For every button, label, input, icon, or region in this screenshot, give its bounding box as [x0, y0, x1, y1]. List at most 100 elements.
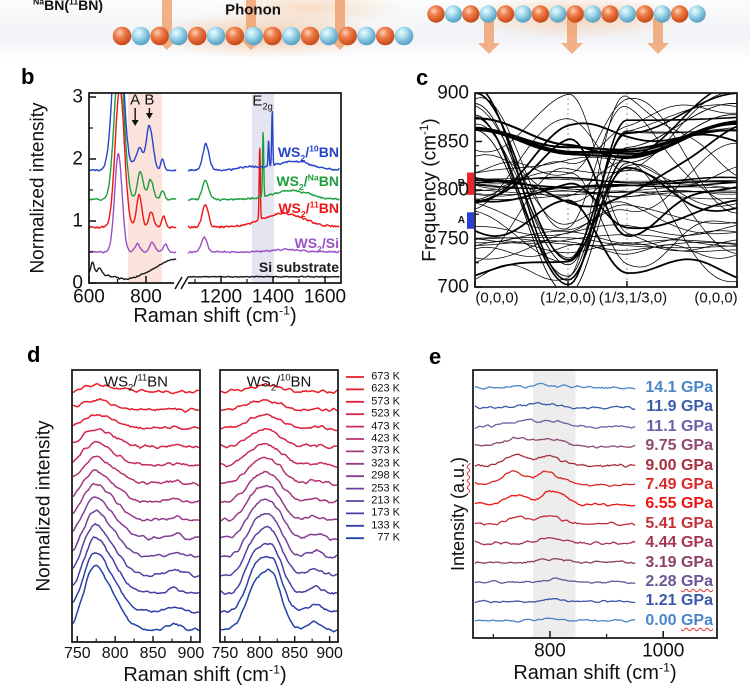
- panel-d-curve-77K: [220, 568, 338, 633]
- phonon-band: [475, 183, 737, 190]
- nitrogen-atom: [394, 26, 414, 46]
- panel-d-curve-473K: [220, 442, 338, 468]
- phonon-band: [475, 179, 737, 188]
- shaded-band: [251, 93, 275, 283]
- boron-atom: [670, 5, 689, 23]
- phonon-arrow-icon: [561, 18, 583, 54]
- panel-e-curve-3.19GPa: [474, 557, 636, 564]
- panel-d-curve-573K: [220, 413, 338, 432]
- phonon-band: [475, 234, 737, 247]
- panel-d-frame: [71, 369, 201, 643]
- panel-b-curve-ws2-10bn: [89, 93, 177, 172]
- panel-b: [88, 92, 342, 290]
- panel-b-letter: b: [21, 64, 35, 89]
- panel-d-curve-373K: [72, 469, 200, 504]
- axis-break-icon: [180, 276, 189, 290]
- panel-d-curve-423K: [220, 456, 338, 487]
- panel-e-curve-9.00GPa: [474, 453, 636, 468]
- phonon-band: [475, 116, 737, 286]
- panel-e-curve-11.1GPa: [474, 418, 636, 429]
- boron-atom: [427, 5, 445, 23]
- axis-break-mask: [174, 279, 188, 287]
- phonon-band: [475, 120, 737, 155]
- panel-e-curve-4.44GPa: [474, 536, 636, 546]
- nitrogen-atom: [653, 5, 671, 23]
- boron-atom: [263, 26, 282, 46]
- phonon-band: [475, 142, 737, 231]
- nitrogen-atom: [131, 26, 151, 46]
- nitrogen-atom: [357, 26, 376, 46]
- panel-b-curve-ws2-nabn: [187, 131, 340, 202]
- nitrogen-atom: [244, 26, 263, 46]
- boron-atom: [531, 5, 550, 23]
- panel-d-subpanel-ws2-10bn: [219, 369, 339, 643]
- panel-d-curve-323K: [72, 482, 200, 522]
- panel-b-curve-si-substrate: [89, 258, 177, 281]
- phonon-band: [475, 93, 737, 263]
- panel-e-curve-2.28GPa: [474, 577, 636, 585]
- panel-d-curve-573K: [72, 414, 200, 431]
- panel-a-graphics: [112, 0, 706, 54]
- panel-d-curve-323K: [220, 484, 338, 522]
- panel-d-curve-373K: [220, 470, 338, 504]
- panel-e: [472, 369, 718, 639]
- boron-atom: [496, 5, 515, 23]
- panel-b-curve-ws2-si: [187, 236, 340, 254]
- boron-atom: [566, 5, 584, 23]
- panel-d-curve-623K: [72, 397, 200, 413]
- panel-d-curve-253K: [72, 509, 200, 558]
- arrowhead-icon: [145, 113, 153, 119]
- phonon-band: [475, 95, 737, 281]
- boron-atom: [338, 26, 357, 46]
- phonon-band: [475, 204, 737, 260]
- panel-d-curve-133K: [72, 552, 200, 614]
- panel-d-letter: d: [27, 342, 41, 367]
- panel-c-marker-a: [467, 212, 474, 229]
- panel-b-curve-ws2-si: [89, 152, 177, 254]
- panel-d-curve-213K: [72, 522, 200, 579]
- phonon-band: [475, 138, 737, 238]
- nitrogen-atom: [514, 5, 532, 23]
- panel-e-frame: [472, 369, 718, 639]
- panel-b-frame: [88, 92, 342, 284]
- panel-d-curve-133K: [220, 555, 338, 614]
- nitrogen-atom: [319, 26, 339, 46]
- shaded-band: [533, 370, 576, 638]
- phonon-band: [475, 161, 737, 268]
- panel-e-curve-0.00GPa: [474, 617, 636, 623]
- phonon-band: [475, 199, 737, 279]
- panel-e-curve-5.41GPa: [474, 515, 636, 526]
- panel-c: [467, 92, 738, 288]
- panel-d-curve-623K: [220, 399, 338, 412]
- panel-d-curve-673K: [220, 382, 338, 395]
- panel-e-curve-11.9GPa: [474, 402, 636, 410]
- boron-atom: [225, 26, 245, 46]
- axis-break-icon: [174, 276, 183, 290]
- arrowhead-icon: [131, 120, 139, 126]
- panel-e-curve-9.75GPa: [474, 436, 636, 449]
- boron-atom: [601, 5, 619, 23]
- boron-atom: [375, 26, 395, 46]
- phonon-band: [475, 224, 737, 236]
- boron-atom: [112, 26, 132, 46]
- phonon-band: [475, 181, 737, 190]
- nitrogen-atom: [206, 26, 226, 46]
- boron-atom: [300, 26, 320, 46]
- nitrogen-atom: [479, 5, 497, 23]
- panel-d-subpanel-ws2-11bn: [71, 369, 201, 643]
- phonon-arrow-icon: [647, 18, 669, 54]
- panel-b-curve-ws2-11bn: [89, 93, 177, 230]
- boron-atom: [462, 5, 480, 23]
- nitrogen-atom: [688, 5, 706, 23]
- panel-e-curve-6.55GPa: [474, 490, 636, 507]
- panel-c-letter: c: [416, 65, 429, 90]
- phonon-band: [475, 102, 737, 266]
- panel-e-curve-7.49GPa: [474, 470, 636, 488]
- nitrogen-atom: [549, 5, 567, 23]
- boron-atom: [150, 26, 169, 46]
- panel-d-curve-253K: [220, 512, 338, 559]
- panel-d-curve-173K: [220, 542, 338, 595]
- panel-d-legend: [346, 376, 364, 540]
- panel-b-curve-si-substrate: [187, 275, 340, 278]
